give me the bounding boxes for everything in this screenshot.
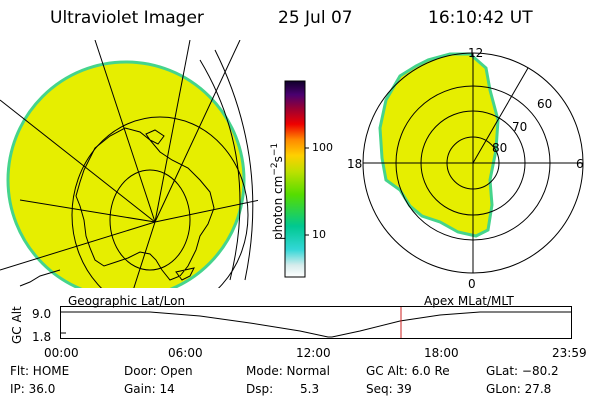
polar-plot: [362, 52, 584, 274]
status-seq: Seq: 39: [366, 382, 412, 396]
status-gc-alt: GC Alt: 6.0 Re: [366, 364, 450, 378]
status-mode: Mode: Normal: [246, 364, 330, 378]
geo-fill: [6, 60, 246, 288]
time-label: 16:10:42 UT: [428, 8, 533, 28]
timeline-right-title: Apex MLat/MLT: [424, 294, 514, 308]
status-door: Door: Open: [124, 364, 193, 378]
status-glon: GLon: 27.8: [486, 382, 552, 396]
geo-image-plot: [0, 40, 258, 288]
mlat-label-70: 70: [512, 120, 528, 134]
mlt-label-6: 6: [576, 157, 584, 171]
timeline-xtick-3: 18:00: [424, 346, 459, 360]
mlt-label-0: 0: [468, 277, 476, 291]
status-gain: Gain: 14: [124, 382, 175, 396]
timeline-xtick-2: 12:00: [296, 346, 331, 360]
coastline: [19, 127, 215, 287]
timeline-left-title: Geographic Lat/Lon: [68, 294, 186, 308]
status-flt: Flt: HOME: [10, 364, 70, 378]
timeline-xtick-1: 06:00: [168, 346, 203, 360]
timeline-ytick-bottom: 1.8: [32, 330, 52, 344]
mlat-label-60: 60: [537, 97, 553, 111]
timeline-axis-label: GC Alt: [10, 306, 24, 344]
instrument-title: Ultraviolet Imager: [50, 8, 204, 28]
timeline-xtick-4: 23:59: [552, 346, 587, 360]
mlt-label-12: 12: [468, 46, 484, 60]
colorbar-tick-label-100: 100: [312, 141, 333, 154]
altitude-curve: [60, 311, 571, 338]
timeline-xtick-0: 00:00: [44, 346, 79, 360]
status-ip: IP: 36.0: [10, 382, 56, 396]
colorbar-tick-label-10: 10: [312, 228, 326, 241]
mlt-label-18: 18: [347, 157, 363, 171]
date-label: 25 Jul 07: [278, 8, 353, 28]
colorbar-unit-label: photon cm−2s−1: [270, 142, 285, 240]
status-dsp-label: Dsp:: [246, 382, 274, 396]
status-dsp-value: 5.3: [300, 382, 320, 396]
timeline-plot: [60, 306, 572, 339]
timeline-ytick-top: 9.0: [32, 307, 52, 321]
mlat-label-80: 80: [492, 141, 508, 155]
status-glat: GLat: −80.2: [486, 364, 559, 378]
aurora-fill: [378, 52, 500, 238]
colorbar: [284, 80, 309, 278]
